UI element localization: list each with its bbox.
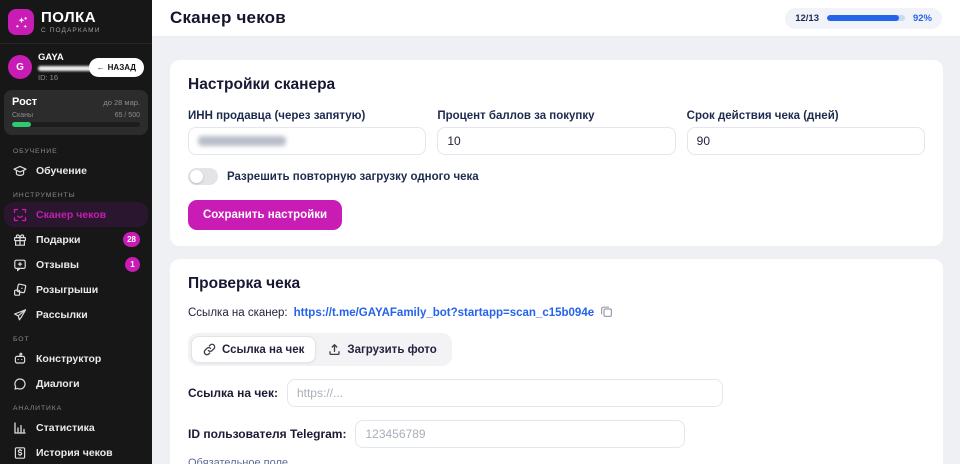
growth-progress-track [12, 122, 140, 127]
copy-icon [600, 305, 613, 321]
telegram-id-label: ID пользователя Telegram: [188, 427, 347, 441]
user-id: ID: 16 [38, 73, 59, 82]
gift-icon [13, 233, 27, 247]
telegram-id-input[interactable] [355, 420, 686, 448]
points-percent-label: Процент баллов за покупку [437, 110, 595, 122]
progress-steps: 12/13 [795, 12, 819, 24]
receipt-validity-input[interactable] [686, 127, 925, 155]
review-bubble-icon [13, 258, 27, 272]
receipt-dollar-icon [13, 446, 27, 460]
logo-title: ПОЛКА [41, 8, 97, 26]
graduation-cap-icon [13, 164, 27, 178]
growth-progress-fill [12, 122, 32, 127]
page-title: Сканер чеков [170, 8, 286, 27]
inn-input[interactable] [188, 127, 427, 155]
sidebar-nav: ОБУЧЕНИЕ Обучение ИНСТРУМЕНТЫ Сканер чек… [0, 135, 152, 464]
nav-section-analytics: АНАЛИТИКА [13, 405, 63, 412]
nav-section-education: ОБУЧЕНИЕ [13, 148, 58, 155]
user-block: G GAYA ID: 16 ← НАЗАД [0, 44, 152, 88]
top-bar: Сканер чеков 12/13 92% [152, 0, 960, 37]
copy-link-button[interactable] [600, 305, 613, 321]
sidebar-item-dialogs[interactable]: Диалоги [4, 371, 148, 396]
check-mode-tabs: Ссылка на чек Загрузить фото [188, 333, 452, 366]
sidebar-item-raffles[interactable]: Розыгрыши [4, 277, 148, 302]
receipt-validity-label: Срок действия чека (дней) [686, 110, 839, 122]
sidebar-item-reviews[interactable]: Отзывы 1 [4, 252, 148, 277]
growth-card[interactable]: Рост до 28 мар. Сканы 65 / 500 [4, 90, 148, 135]
growth-metric-label: Сканы [12, 112, 34, 119]
gifts-badge: 28 [123, 232, 140, 247]
upload-icon [328, 343, 341, 356]
toggle-knob [190, 170, 203, 183]
sidebar-item-gifts[interactable]: Подарки 28 [4, 227, 148, 252]
scanner-settings-card: Настройки сканера ИНН продавца (через за… [170, 60, 943, 246]
paper-plane-icon [13, 308, 27, 322]
settings-card-title: Настройки сканера [188, 76, 336, 93]
polka-sparkles-icon [8, 9, 34, 35]
user-name: GAYA [38, 52, 64, 63]
nav-section-tools: ИНСТРУМЕНТЫ [13, 192, 76, 199]
allow-reupload-toggle[interactable] [188, 168, 218, 185]
check-card-title: Проверка чека [188, 275, 301, 292]
growth-deadline: до 28 мар. [103, 98, 140, 107]
sidebar-item-constructor[interactable]: Конструктор [4, 346, 148, 371]
sidebar-item-statistics[interactable]: Статистика [4, 415, 148, 440]
sidebar-item-receipt-scanner[interactable]: Сканер чеков [4, 202, 148, 227]
tab-upload-photo[interactable]: Загрузить фото [316, 336, 448, 363]
progress-track [826, 15, 905, 21]
receipt-url-label: Ссылка на чек: [188, 386, 278, 400]
logo-subtitle: С ПОДАРКАМИ [41, 27, 101, 35]
scanner-link-label: Ссылка на сканер: [188, 307, 288, 319]
back-button[interactable]: ← НАЗАД [88, 57, 144, 77]
allow-reupload-label: Разрешить повторную загрузку одного чека [227, 170, 479, 183]
inn-label: ИНН продавца (через запятую) [188, 110, 366, 122]
robot-icon [13, 352, 27, 366]
logo: ПОЛКА С ПОДАРКАМИ [0, 0, 152, 44]
link-icon [203, 343, 216, 356]
content: Настройки сканера ИНН продавца (через за… [152, 37, 960, 464]
sidebar-item-education[interactable]: Обучение [4, 158, 148, 183]
growth-title: Рост [12, 96, 38, 108]
scan-icon [13, 208, 27, 222]
receipt-url-input[interactable] [286, 379, 723, 407]
back-arrow-icon: ← [96, 62, 105, 72]
save-settings-button[interactable]: Сохранить настройки [188, 200, 343, 230]
sidebar-item-broadcasts[interactable]: Рассылки [4, 302, 148, 327]
reviews-badge: 1 [125, 257, 140, 272]
tab-receipt-link[interactable]: Ссылка на чек [191, 336, 317, 363]
points-percent-input[interactable] [437, 127, 676, 155]
main-area: Сканер чеков 12/13 92% Настройки сканера… [152, 0, 960, 464]
user-contact-redacted [38, 66, 98, 71]
growth-metric-value: 65 / 500 [114, 112, 140, 119]
required-field-note: Обязательное поле [188, 457, 289, 464]
nav-section-bot: БОТ [13, 336, 30, 343]
avatar: G [8, 55, 32, 79]
bar-chart-icon [13, 421, 27, 435]
receipt-check-card: Проверка чека Ссылка на сканер: https://… [170, 259, 943, 464]
onboarding-progress-pill[interactable]: 12/13 92% [785, 7, 942, 29]
scanner-link[interactable]: https://t.me/GAYAFamily_bot?startapp=sca… [293, 307, 595, 319]
dice-icon [13, 283, 27, 297]
back-button-label: НАЗАД [107, 62, 136, 72]
progress-percent: 92% [912, 12, 932, 24]
sidebar-item-receipt-history[interactable]: История чеков [4, 440, 148, 464]
chat-bubble-icon [13, 377, 27, 391]
progress-fill [826, 15, 899, 21]
sidebar: ПОЛКА С ПОДАРКАМИ G GAYA ID: 16 ← НАЗАД … [0, 0, 152, 464]
